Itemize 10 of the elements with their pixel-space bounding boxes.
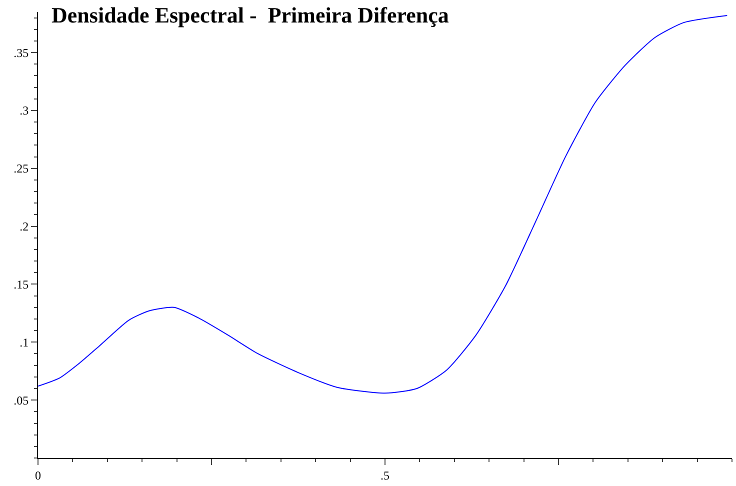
y-tick-label: .35 [14,46,29,60]
y-tick-label: .2 [20,220,29,234]
y-tick-label: .1 [20,335,29,350]
x-tick-label: .5 [380,468,390,482]
y-tick-label: .25 [14,162,29,176]
y-tick-label: .05 [14,393,29,408]
chart-title: Densidade Espectral - Primeira Diferença [52,2,449,28]
y-tick-label: .3 [20,104,29,118]
x-tick-label: 0 [35,468,41,482]
y-tick-label: .15 [14,277,29,292]
